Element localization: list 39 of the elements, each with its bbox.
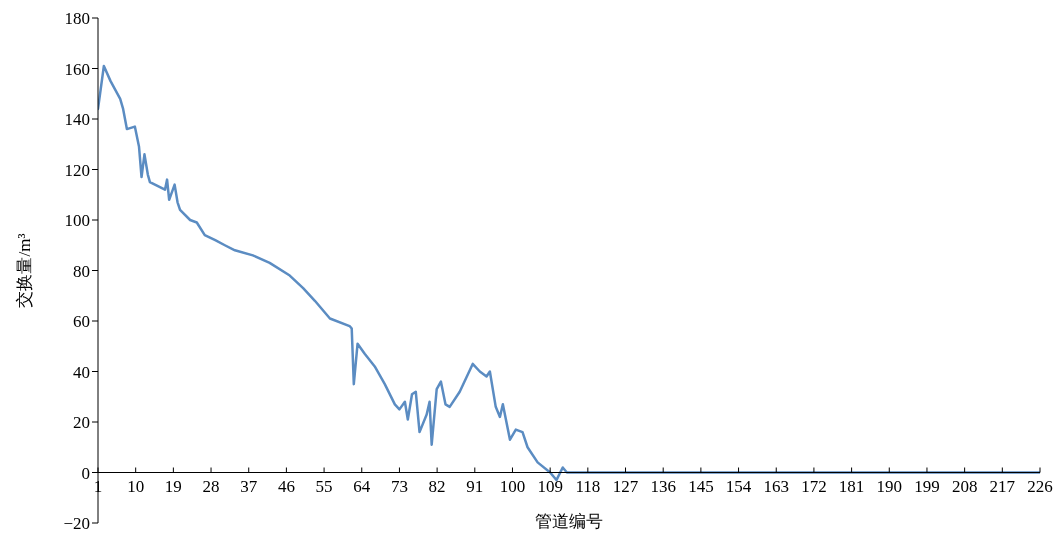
x-tick-label: 217: [989, 476, 1016, 496]
x-tick-label: 172: [801, 476, 827, 496]
x-tick-label: 10: [127, 476, 145, 496]
x-tick-label: 163: [763, 476, 789, 496]
x-tick-label: 73: [390, 476, 408, 496]
y-tick-label: 120: [64, 160, 90, 180]
x-tick-label: 37: [240, 476, 258, 496]
x-tick-label: 82: [428, 476, 446, 496]
x-tick-label: 91: [466, 476, 484, 496]
x-tick-label: 190: [876, 476, 903, 496]
y-tick-label: 100: [64, 211, 90, 231]
x-tick-label: 64: [353, 476, 371, 496]
y-axis-title: 交换量/m³: [15, 233, 34, 308]
y-tick-label: 180: [64, 9, 90, 29]
y-tick-label: 140: [64, 110, 90, 130]
x-tick-label: 46: [277, 476, 295, 496]
x-tick-label: 208: [951, 476, 978, 496]
x-tick-label: 181: [838, 476, 865, 496]
x-tick-label: 109: [537, 476, 563, 496]
x-tick-label: 127: [612, 476, 639, 496]
x-tick-label: 19: [164, 476, 182, 496]
x-tick-label: 55: [315, 476, 333, 496]
y-tick-label: 80: [73, 261, 90, 281]
x-tick-label: 199: [914, 476, 940, 496]
y-tick-label: 160: [64, 59, 90, 79]
y-tick-label: −20: [63, 514, 90, 534]
y-tick-label: 40: [73, 362, 90, 382]
x-tick-label: 145: [688, 476, 714, 496]
y-tick-label: 20: [73, 413, 90, 433]
x-tick-label: 226: [1027, 476, 1053, 496]
y-tick-label: 0: [81, 463, 90, 483]
y-tick-label: 60: [73, 312, 90, 332]
x-tick-label: 118: [575, 476, 601, 496]
x-tick-label: 100: [499, 476, 526, 496]
x-axis-title: 管道编号: [535, 512, 603, 531]
x-tick-label: 1: [93, 476, 103, 496]
x-tick-label: 154: [725, 476, 752, 496]
x-tick-label: 136: [650, 476, 676, 496]
x-tick-label: 28: [202, 476, 220, 496]
